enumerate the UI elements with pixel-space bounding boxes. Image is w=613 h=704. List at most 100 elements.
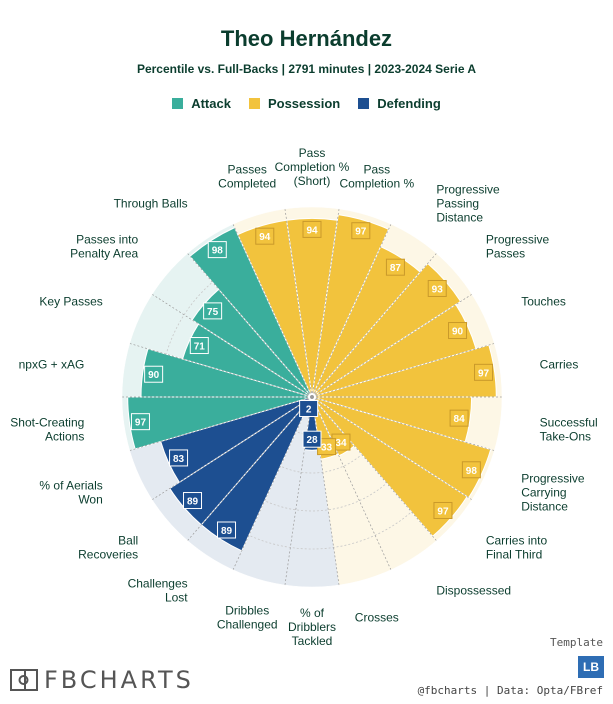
metric-label-line: Touches — [521, 294, 566, 308]
value-label: 89 — [221, 526, 233, 537]
metric-label-line: Carries into — [486, 534, 548, 548]
legend-label-defending: Defending — [377, 96, 441, 111]
value-label: 33 — [321, 443, 333, 454]
metric-label-line: Challenged — [217, 618, 278, 632]
slice-value — [237, 219, 313, 398]
metric-label-line: Passes into — [76, 232, 138, 246]
value-badge — [448, 322, 468, 340]
value-label: 2 — [306, 405, 312, 416]
metric-label-line: Won — [78, 493, 102, 507]
metric-label-line: Dispossessed — [436, 583, 511, 597]
metric-label: Passes Completed — [218, 162, 276, 190]
metric-label: Crosses — [355, 611, 399, 625]
value-label: 87 — [390, 263, 402, 274]
metric-label: Carries into Final Third — [486, 534, 548, 562]
slice-background — [284, 397, 340, 588]
metric-label-line: Tackled — [292, 634, 333, 648]
value-badge — [189, 337, 209, 355]
value-label: 90 — [452, 327, 464, 338]
value-badge — [217, 521, 237, 539]
chart-title: Theo Hernández — [220, 26, 393, 51]
value-label: 89 — [187, 497, 199, 508]
value-label: 93 — [432, 284, 444, 295]
value-label: 71 — [194, 342, 206, 353]
metric-label-line: Passes — [486, 246, 525, 260]
value-badge — [255, 227, 275, 245]
value-label: 83 — [173, 454, 185, 465]
metric-label: Challenges Lost — [128, 576, 189, 604]
value-badge — [144, 365, 164, 383]
value-label: 34 — [335, 438, 347, 449]
metric-label-line: (Short) — [294, 174, 331, 188]
outer-ring — [121, 206, 503, 588]
value-label: 94 — [306, 225, 318, 236]
slice-value — [311, 396, 492, 499]
metric-label: npxG + xAG — [19, 357, 85, 371]
value-badge — [474, 363, 494, 381]
value-label: 97 — [355, 227, 367, 238]
value-label: 97 — [437, 506, 449, 517]
brand-name: FBCHARTS — [44, 666, 194, 694]
value-label: 97 — [135, 418, 147, 429]
slice-background — [233, 397, 312, 586]
metric-label-line: Recoveries — [78, 548, 138, 562]
value-badge — [130, 413, 150, 431]
metric-label: Dribbles Challenged — [217, 604, 278, 632]
metric-label-line: Lost — [165, 590, 188, 604]
legend-swatch-attack — [172, 98, 184, 109]
metric-label-line: Shot-Creating — [10, 416, 84, 430]
metric-label-line: Final Third — [486, 548, 542, 562]
value-label: 98 — [466, 466, 478, 477]
value-label: 97 — [478, 368, 490, 379]
metric-label: Pass Completion % (Short) — [275, 146, 350, 188]
legend-item-defending: Defending — [358, 96, 441, 111]
legend-swatch-possession — [248, 98, 260, 109]
metric-label-line: Key Passes — [39, 294, 102, 308]
value-badge — [207, 241, 227, 259]
value-badge — [302, 430, 322, 448]
value-label: 94 — [259, 232, 271, 243]
metric-label-line: Carries — [540, 357, 579, 371]
value-label: 90 — [148, 370, 160, 381]
metric-label-line: Take-Ons — [540, 430, 591, 444]
metric-label: Through Balls — [114, 197, 188, 211]
metric-label-line: Passing — [436, 197, 479, 211]
metric-label: Carries — [540, 357, 579, 371]
metric-label-line: Successful — [540, 416, 598, 430]
metric-label-line: Distance — [521, 500, 568, 514]
metric-label-line: Completion % — [275, 160, 350, 174]
value-label: 75 — [207, 307, 219, 318]
metric-label: Dispossessed — [436, 583, 511, 597]
metric-label-line: Dribblers — [288, 620, 336, 634]
legend-item-possession: Possession — [248, 96, 341, 111]
value-label: 28 — [306, 435, 318, 446]
metric-label-line: % of — [300, 606, 325, 620]
metric-label: Passes into Penalty Area — [70, 232, 138, 260]
legend-label-possession: Possession — [267, 96, 341, 111]
pitch-icon — [10, 669, 38, 691]
metric-label-line: Completed — [218, 176, 276, 190]
metric-label-line: Progressive — [486, 232, 550, 246]
metric-label: Progressive Passing Distance — [436, 183, 500, 225]
legend-item-attack: Attack — [172, 96, 231, 111]
legend-label-attack: Attack — [191, 96, 231, 111]
metric-label-line: Penalty Area — [70, 246, 138, 260]
value-badge — [449, 409, 469, 427]
value-badge — [299, 400, 319, 418]
metric-label-line: Through Balls — [114, 197, 188, 211]
metric-label: Pass Completion % — [339, 162, 414, 190]
metric-label: Ball Recoveries — [78, 534, 138, 562]
template-label: Template — [550, 636, 603, 649]
metric-label-line: Distance — [436, 211, 483, 225]
value-badge — [302, 220, 322, 238]
metric-label: Progressive Carrying Distance — [521, 472, 585, 514]
metric-label-line: Challenges — [128, 576, 188, 590]
metric-label-line: % of Aerials — [39, 479, 102, 493]
slice-value — [189, 226, 313, 398]
value-badge — [427, 279, 447, 297]
value-badge — [183, 492, 203, 510]
metric-label-line: Progressive — [436, 183, 500, 197]
metric-label-line: Ball — [118, 534, 138, 548]
metric-label-line: Passes — [228, 162, 267, 176]
value-badge — [433, 501, 453, 519]
